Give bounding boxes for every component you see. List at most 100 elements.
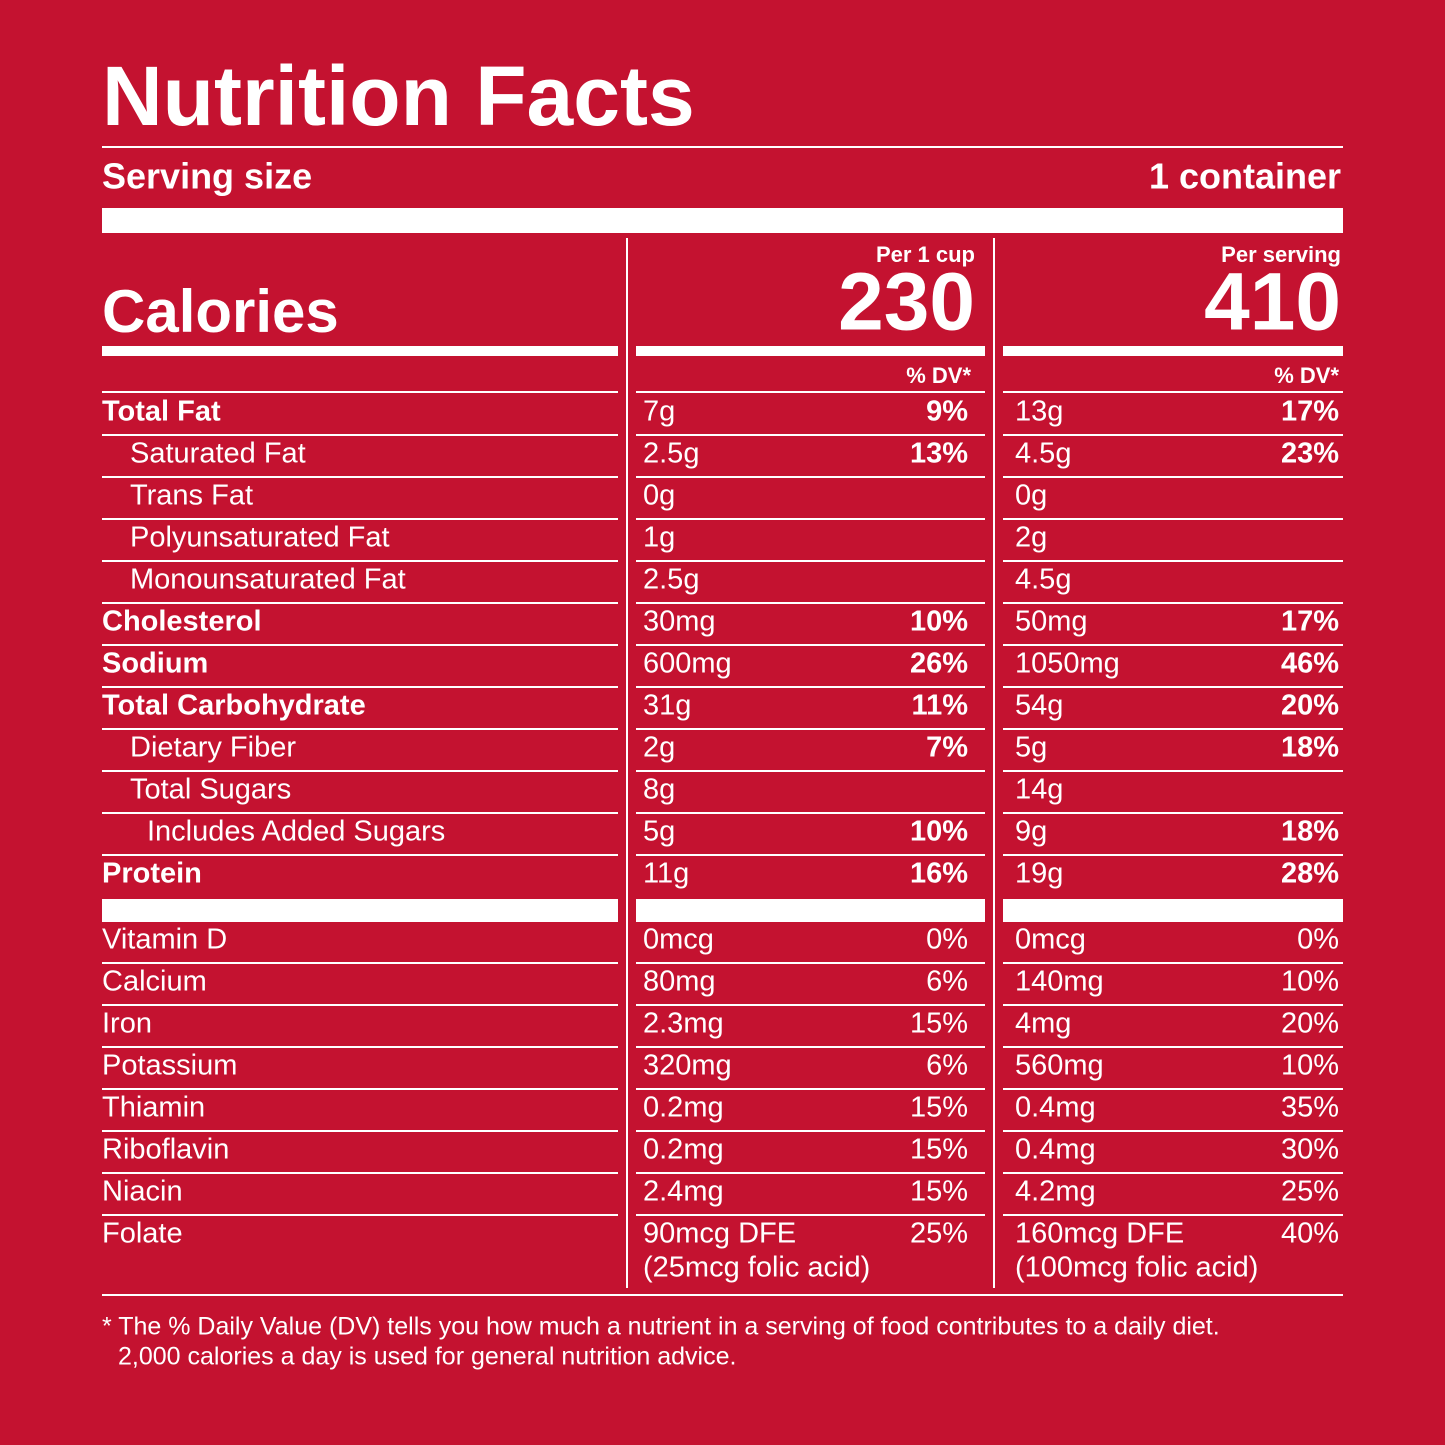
serving-size: 1 container (1149, 156, 1341, 197)
row-rule (636, 770, 985, 772)
row-rule (636, 854, 985, 856)
row-rule (1003, 602, 1343, 604)
nutrient-name: Folate (102, 1218, 183, 1250)
nutrient-name: Calcium (102, 966, 207, 998)
amount: 600mg (643, 648, 732, 680)
row-rule (102, 1172, 618, 1174)
row-rule (636, 434, 985, 436)
row-rule (102, 560, 618, 562)
daily-value: 20% (1281, 1008, 1339, 1040)
column-heading: Per 1 cup (876, 242, 975, 267)
amount: 2.5g (643, 564, 699, 596)
nutrient-name: Protein (102, 858, 202, 890)
amount: 0.2mg (643, 1092, 724, 1124)
row-rule (102, 854, 618, 856)
rule (1003, 346, 1343, 356)
amount: 4mg (1015, 1008, 1071, 1040)
daily-value: 0% (926, 924, 968, 956)
amount: 0mcg (643, 924, 714, 956)
row-rule (102, 602, 618, 604)
calories-value: 410 (1204, 257, 1341, 348)
amount: 1g (643, 522, 675, 554)
daily-value: 7% (926, 732, 968, 764)
nutrient-name: Potassium (102, 1050, 237, 1082)
row-rule (1003, 1172, 1343, 1174)
row-rule (1003, 962, 1343, 964)
amount: 9g (1015, 816, 1047, 848)
row-rule (636, 728, 985, 730)
row-rule (636, 560, 985, 562)
daily-value: 16% (910, 858, 968, 890)
row-rule (1003, 1088, 1343, 1090)
row-rule (636, 476, 985, 478)
daily-value: 30% (1281, 1134, 1339, 1166)
daily-value: 10% (910, 606, 968, 638)
daily-value: 46% (1281, 648, 1339, 680)
row-rule (1003, 770, 1343, 772)
row-rule (1003, 476, 1343, 478)
nutrient-name: Total Sugars (130, 774, 291, 806)
row-rule (636, 1172, 985, 1174)
amount: 2.3mg (643, 1008, 724, 1040)
nutrient-name: Includes Added Sugars (147, 816, 445, 848)
rule (102, 1294, 1343, 1296)
calories-value: 230 (838, 257, 975, 348)
daily-value: 11% (912, 690, 969, 722)
amount: 0.4mg (1015, 1134, 1096, 1166)
row-rule (1003, 854, 1343, 856)
thick-rule (636, 899, 985, 922)
amount: 0.4mg (1015, 1092, 1096, 1124)
row-rule (636, 1214, 985, 1216)
nutrient-name: Total Carbohydrate (102, 690, 366, 722)
daily-value: 26% (910, 648, 968, 680)
nutrient-name: Vitamin D (102, 924, 227, 956)
daily-value: 17% (1281, 396, 1339, 428)
column-heading: Per serving (1221, 242, 1341, 267)
row-rule (1003, 728, 1343, 730)
daily-value: 15% (910, 1092, 968, 1124)
row-rule (102, 434, 618, 436)
amount: 5g (1015, 732, 1047, 764)
row-rule (102, 1214, 618, 1216)
row-rule (102, 770, 618, 772)
row-rule (1003, 812, 1343, 814)
row-rule (636, 518, 985, 520)
nutrient-name: Total Fat (102, 396, 221, 428)
daily-value: 15% (910, 1176, 968, 1208)
row-rule (636, 1004, 985, 1006)
dv-heading: % DV* (906, 363, 971, 388)
row-rule (636, 812, 985, 814)
daily-value: 15% (910, 1134, 968, 1166)
calories-label: Calories (102, 278, 339, 345)
column-divider (626, 238, 628, 1288)
amount-detail: (100mcg folic acid) (1015, 1252, 1258, 1284)
thick-rule (1003, 899, 1343, 922)
daily-value: 18% (1281, 816, 1339, 848)
nutrient-name: Trans Fat (130, 480, 253, 512)
row-rule (102, 518, 618, 520)
amount: 14g (1015, 774, 1063, 806)
amount: 4.5g (1015, 438, 1071, 470)
daily-value: 25% (1281, 1176, 1339, 1208)
serving-label: Serving size (102, 156, 312, 197)
daily-value: 18% (1281, 732, 1339, 764)
row-rule (102, 962, 618, 964)
row-rule (636, 962, 985, 964)
daily-value: 6% (926, 1050, 968, 1082)
nutrient-name: Iron (102, 1008, 152, 1040)
amount: 2g (643, 732, 675, 764)
row-rule (636, 391, 985, 393)
daily-value: 0% (1297, 924, 1339, 956)
amount: 11g (643, 858, 689, 890)
row-rule (636, 1088, 985, 1090)
footnote: 2,000 calories a day is used for general… (118, 1343, 736, 1371)
amount: 50mg (1015, 606, 1088, 638)
amount: 30mg (643, 606, 716, 638)
row-rule (1003, 1214, 1343, 1216)
row-rule (636, 1130, 985, 1132)
row-rule (102, 1130, 618, 1132)
daily-value: 13% (910, 438, 968, 470)
row-rule (102, 1088, 618, 1090)
row-rule (636, 644, 985, 646)
footnote: * The % Daily Value (DV) tells you how m… (102, 1313, 1220, 1341)
